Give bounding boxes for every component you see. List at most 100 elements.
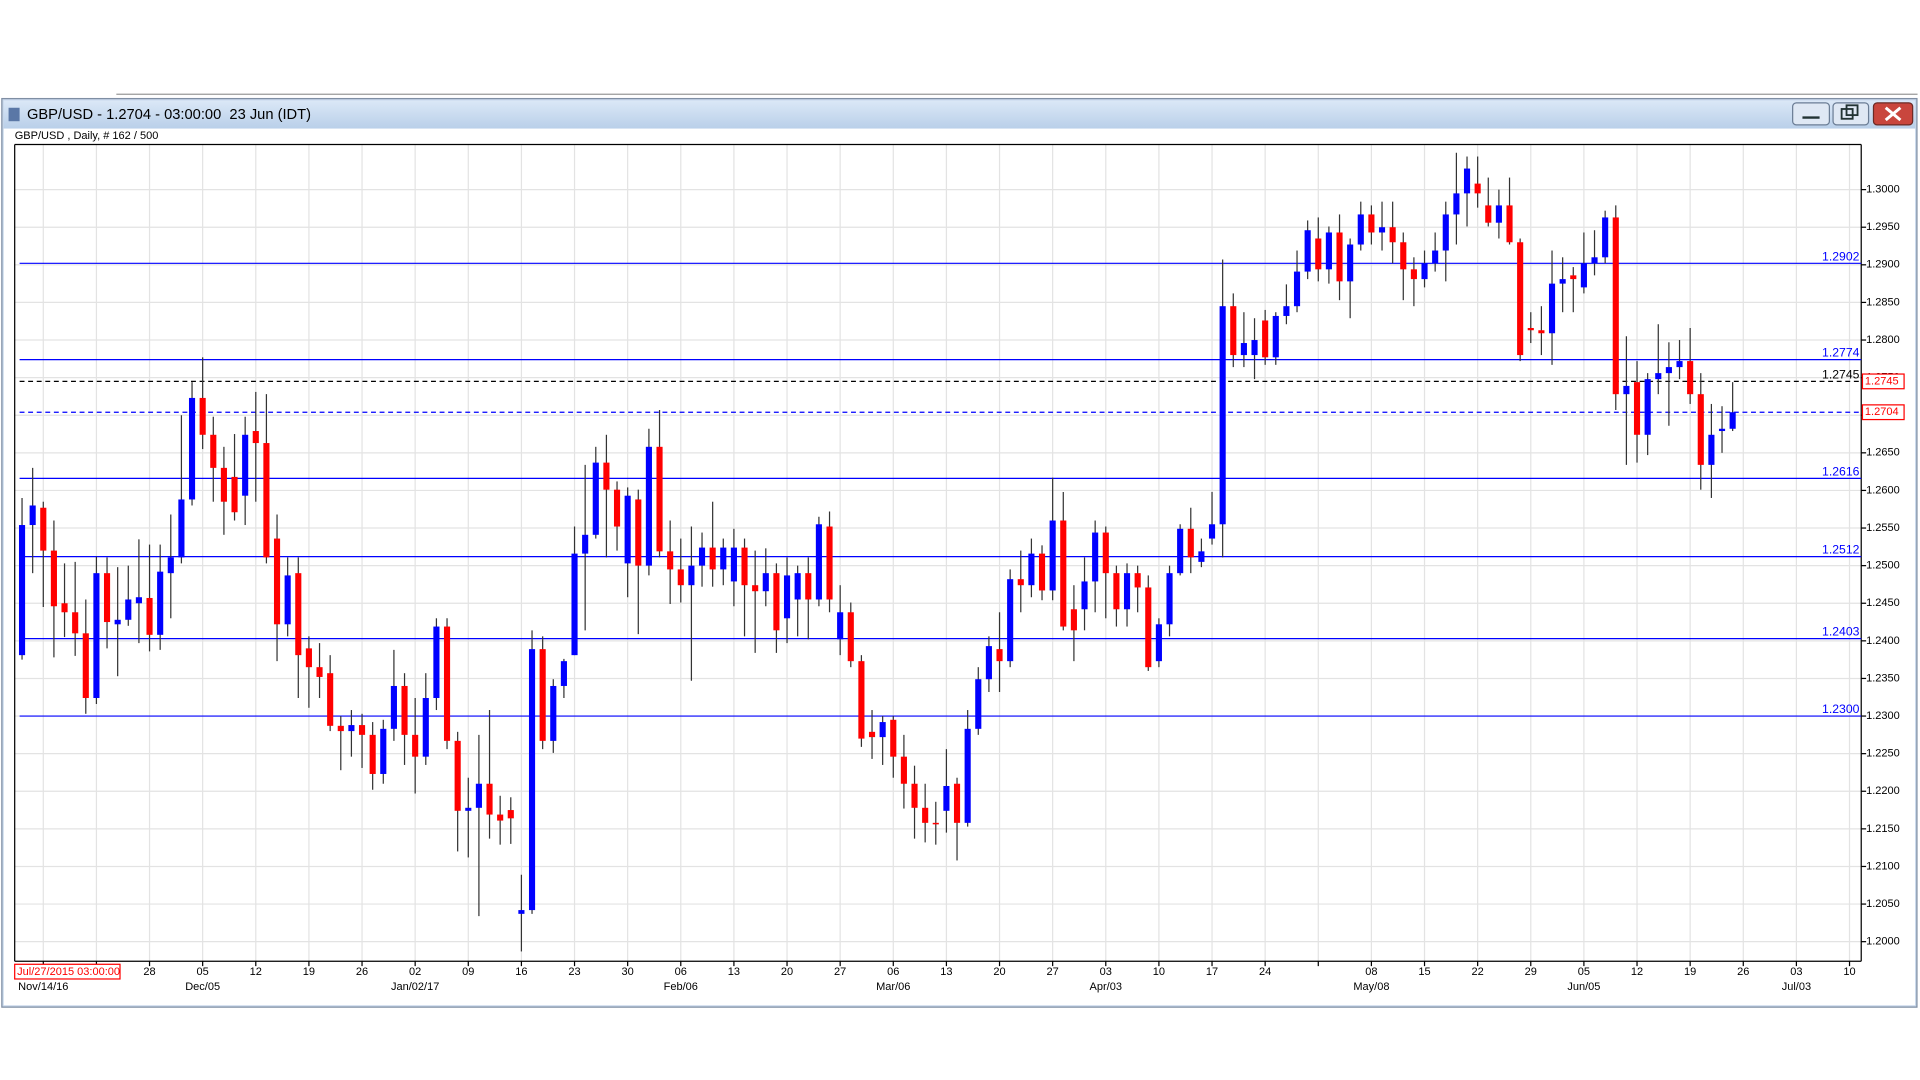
candle-body: [210, 434, 217, 468]
candle-body: [667, 551, 674, 570]
x-tick-label: 26: [356, 966, 368, 978]
candle-body: [29, 505, 36, 526]
candle-body: [964, 728, 971, 823]
x-tick-label: 17: [1206, 966, 1218, 978]
candle-body: [199, 397, 206, 435]
candle-body: [847, 612, 854, 662]
close-button[interactable]: [1872, 102, 1914, 126]
candle-body: [783, 575, 791, 619]
x-tick-label: 19: [1684, 966, 1696, 978]
candle-body: [1092, 532, 1099, 582]
candle-body: [316, 667, 323, 677]
title-bar: [3, 100, 1916, 129]
y-tick-label: 1.2800: [1866, 334, 1900, 346]
candle-body: [1230, 306, 1237, 356]
x-tick-label: 03: [1100, 966, 1112, 978]
x-tick-label: 28: [143, 966, 155, 978]
y-tick-label: 1.2000: [1866, 936, 1900, 948]
candle-body: [188, 397, 196, 500]
x-tick-label: 24: [1259, 966, 1271, 978]
candle-body: [698, 547, 706, 566]
candle-body: [582, 534, 589, 554]
candle-body: [1612, 217, 1619, 395]
candle-body: [550, 685, 557, 741]
candle-body: [624, 495, 631, 564]
candle-body: [1623, 385, 1630, 395]
candle-body: [1070, 609, 1077, 631]
minimize-button[interactable]: [1792, 102, 1830, 126]
candle-body: [858, 661, 865, 739]
candle-body: [18, 525, 26, 656]
candle-body: [996, 649, 1003, 662]
candle-body: [1517, 242, 1524, 356]
y-tick-label: 1.2600: [1866, 484, 1900, 496]
candle-body: [178, 499, 185, 558]
x-month-label: Apr/03: [1090, 981, 1122, 993]
last-price-label: 1.2704: [1865, 406, 1899, 418]
candle-body: [1378, 227, 1386, 233]
candle-body: [1602, 217, 1609, 258]
x-tick-label: 02: [409, 966, 421, 978]
candle-body: [953, 783, 961, 823]
x-tick-label: 08: [1365, 966, 1377, 978]
y-tick-label: 1.2300: [1866, 710, 1900, 722]
x-tick-label: 26: [1737, 966, 1749, 978]
x-tick-label: 15: [1418, 966, 1430, 978]
candle-body: [475, 783, 482, 808]
candle-body: [1304, 230, 1311, 272]
candle-body: [401, 685, 408, 735]
candle-body: [613, 489, 621, 527]
candle-body: [369, 734, 376, 774]
candle-body: [900, 756, 907, 784]
candle-body: [1123, 573, 1131, 610]
candle-body: [380, 728, 387, 774]
x-month-label: Mar/06: [876, 981, 910, 993]
x-month-label: Nov/14/16: [18, 981, 68, 993]
candle-body: [1293, 271, 1301, 307]
candle-body: [220, 467, 227, 502]
candle-body: [1665, 367, 1672, 374]
candle-body: [1017, 579, 1024, 586]
candle-body: [337, 725, 344, 732]
candle-body: [645, 446, 652, 566]
candle-body: [1432, 250, 1439, 264]
candle-body: [1485, 205, 1492, 223]
candle-body: [1251, 340, 1258, 356]
y-tick-label: 1.2900: [1866, 259, 1900, 271]
candle-body: [263, 443, 270, 558]
x-tick-label: 13: [940, 966, 952, 978]
x-tick-label: 12: [1631, 966, 1643, 978]
candle-body: [103, 573, 111, 623]
candle-body: [752, 585, 759, 592]
candle-body: [40, 507, 47, 551]
candle-body: [443, 626, 451, 741]
restore-button[interactable]: [1832, 102, 1870, 126]
x-month-label: Jan/02/17: [391, 981, 439, 993]
cursor-label: Jul/27/2015 03:00:00: [17, 966, 120, 978]
candle-body: [879, 722, 886, 738]
candle-body: [1187, 528, 1194, 558]
marker-label: 1.2745: [1822, 367, 1860, 381]
y-tick-label: 1.2050: [1866, 898, 1900, 910]
candle-body: [1357, 214, 1364, 245]
candle-body: [1591, 257, 1598, 264]
candle-body: [412, 734, 419, 757]
candle-body: [1644, 379, 1651, 435]
candle-body: [465, 807, 472, 811]
y-tick-label: 1.2350: [1866, 672, 1900, 684]
candle-body: [497, 814, 504, 821]
candle-body: [486, 783, 493, 815]
candle-body: [454, 740, 461, 811]
candle-body: [837, 612, 844, 640]
candle-body: [1166, 573, 1173, 625]
candle-body: [1570, 275, 1577, 280]
window-title: GBP/USD - 1.2704 - 03:00:00 23 Jun (IDT): [27, 107, 311, 123]
candle-body: [1155, 624, 1162, 662]
candle-body: [1559, 279, 1566, 284]
candle-body: [688, 565, 695, 586]
chart-background: [3, 128, 1916, 1006]
candle-body: [518, 910, 525, 914]
x-tick-label: 22: [1472, 966, 1484, 978]
